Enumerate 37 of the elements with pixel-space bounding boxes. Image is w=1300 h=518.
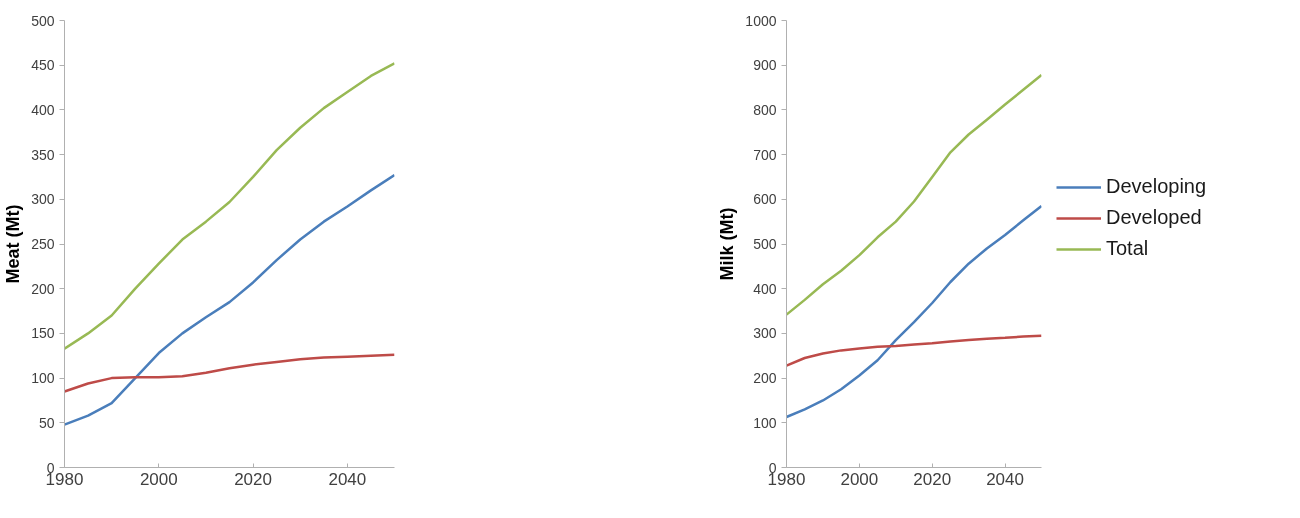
y-tick-label: 100 (753, 414, 777, 431)
y-tick-label: 300 (31, 191, 55, 208)
y-tick-label: 900 (753, 57, 777, 74)
legend-label: Total (1106, 237, 1149, 260)
legend-label: Developing (1106, 175, 1207, 198)
line-series (786, 73, 1042, 316)
y-tick-label: 800 (753, 101, 777, 118)
y-tick-label: 300 (753, 325, 777, 342)
y-tick-label: 350 (31, 146, 55, 163)
x-tick-label: 2020 (913, 469, 952, 489)
y-tick-label: 500 (31, 12, 55, 29)
y-tick-label: 400 (31, 101, 55, 118)
y-tick-label: 100 (31, 370, 55, 387)
y-tick-label: 150 (31, 325, 55, 342)
y-tick-label: 1000 (745, 12, 777, 29)
y-tick-label: 400 (753, 280, 777, 297)
line-series (64, 62, 395, 350)
y-tick-label: 250 (31, 236, 55, 252)
line-series (64, 353, 395, 393)
y-axis-title: Meat (Mt) (3, 204, 24, 284)
y-axis-title: Milk (Mt) (717, 207, 738, 281)
x-tick-label: 2020 (234, 469, 272, 489)
x-tick-label: 2000 (840, 469, 879, 489)
line-series (786, 334, 1042, 367)
legend-label: Developed (1106, 206, 1202, 229)
y-tick-label: 200 (753, 370, 777, 387)
x-tick-label: 2040 (328, 469, 367, 489)
line-series (786, 204, 1042, 419)
y-tick-label: 500 (753, 236, 777, 252)
line-series (64, 173, 395, 426)
y-tick-label: 200 (31, 280, 55, 297)
y-tick-label: 700 (753, 146, 777, 163)
x-tick-label: 2000 (139, 469, 178, 489)
y-tick-label: 600 (753, 191, 777, 208)
x-tick-label: 2040 (986, 469, 1024, 489)
y-tick-label: 50 (38, 414, 55, 431)
y-tick-label: 450 (31, 57, 55, 74)
